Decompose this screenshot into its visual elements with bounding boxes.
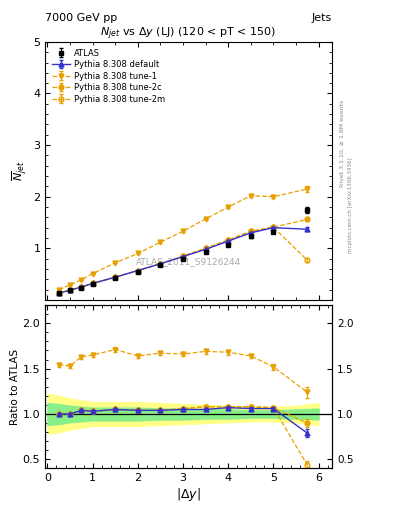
Text: mcplots.cern.ch [arXiv:1306.3436]: mcplots.cern.ch [arXiv:1306.3436] (348, 157, 353, 252)
Text: 7000 GeV pp: 7000 GeV pp (45, 13, 118, 23)
Title: $N_{jet}$ vs $\Delta y$ (LJ) (120 < pT < 150): $N_{jet}$ vs $\Delta y$ (LJ) (120 < pT <… (101, 26, 277, 42)
Y-axis label: Ratio to ATLAS: Ratio to ATLAS (10, 349, 20, 425)
Text: Rivet 3.1.10, ≥ 1.8M events: Rivet 3.1.10, ≥ 1.8M events (340, 100, 345, 187)
Y-axis label: $\overline{N}_{jet}$: $\overline{N}_{jet}$ (11, 161, 30, 181)
Text: Jets: Jets (312, 13, 332, 23)
Legend: ATLAS, Pythia 8.308 default, Pythia 8.308 tune-1, Pythia 8.308 tune-2c, Pythia 8: ATLAS, Pythia 8.308 default, Pythia 8.30… (50, 46, 167, 106)
Text: ATLAS_2011_S9126244: ATLAS_2011_S9126244 (136, 257, 241, 266)
X-axis label: $|\Delta y|$: $|\Delta y|$ (176, 486, 201, 503)
